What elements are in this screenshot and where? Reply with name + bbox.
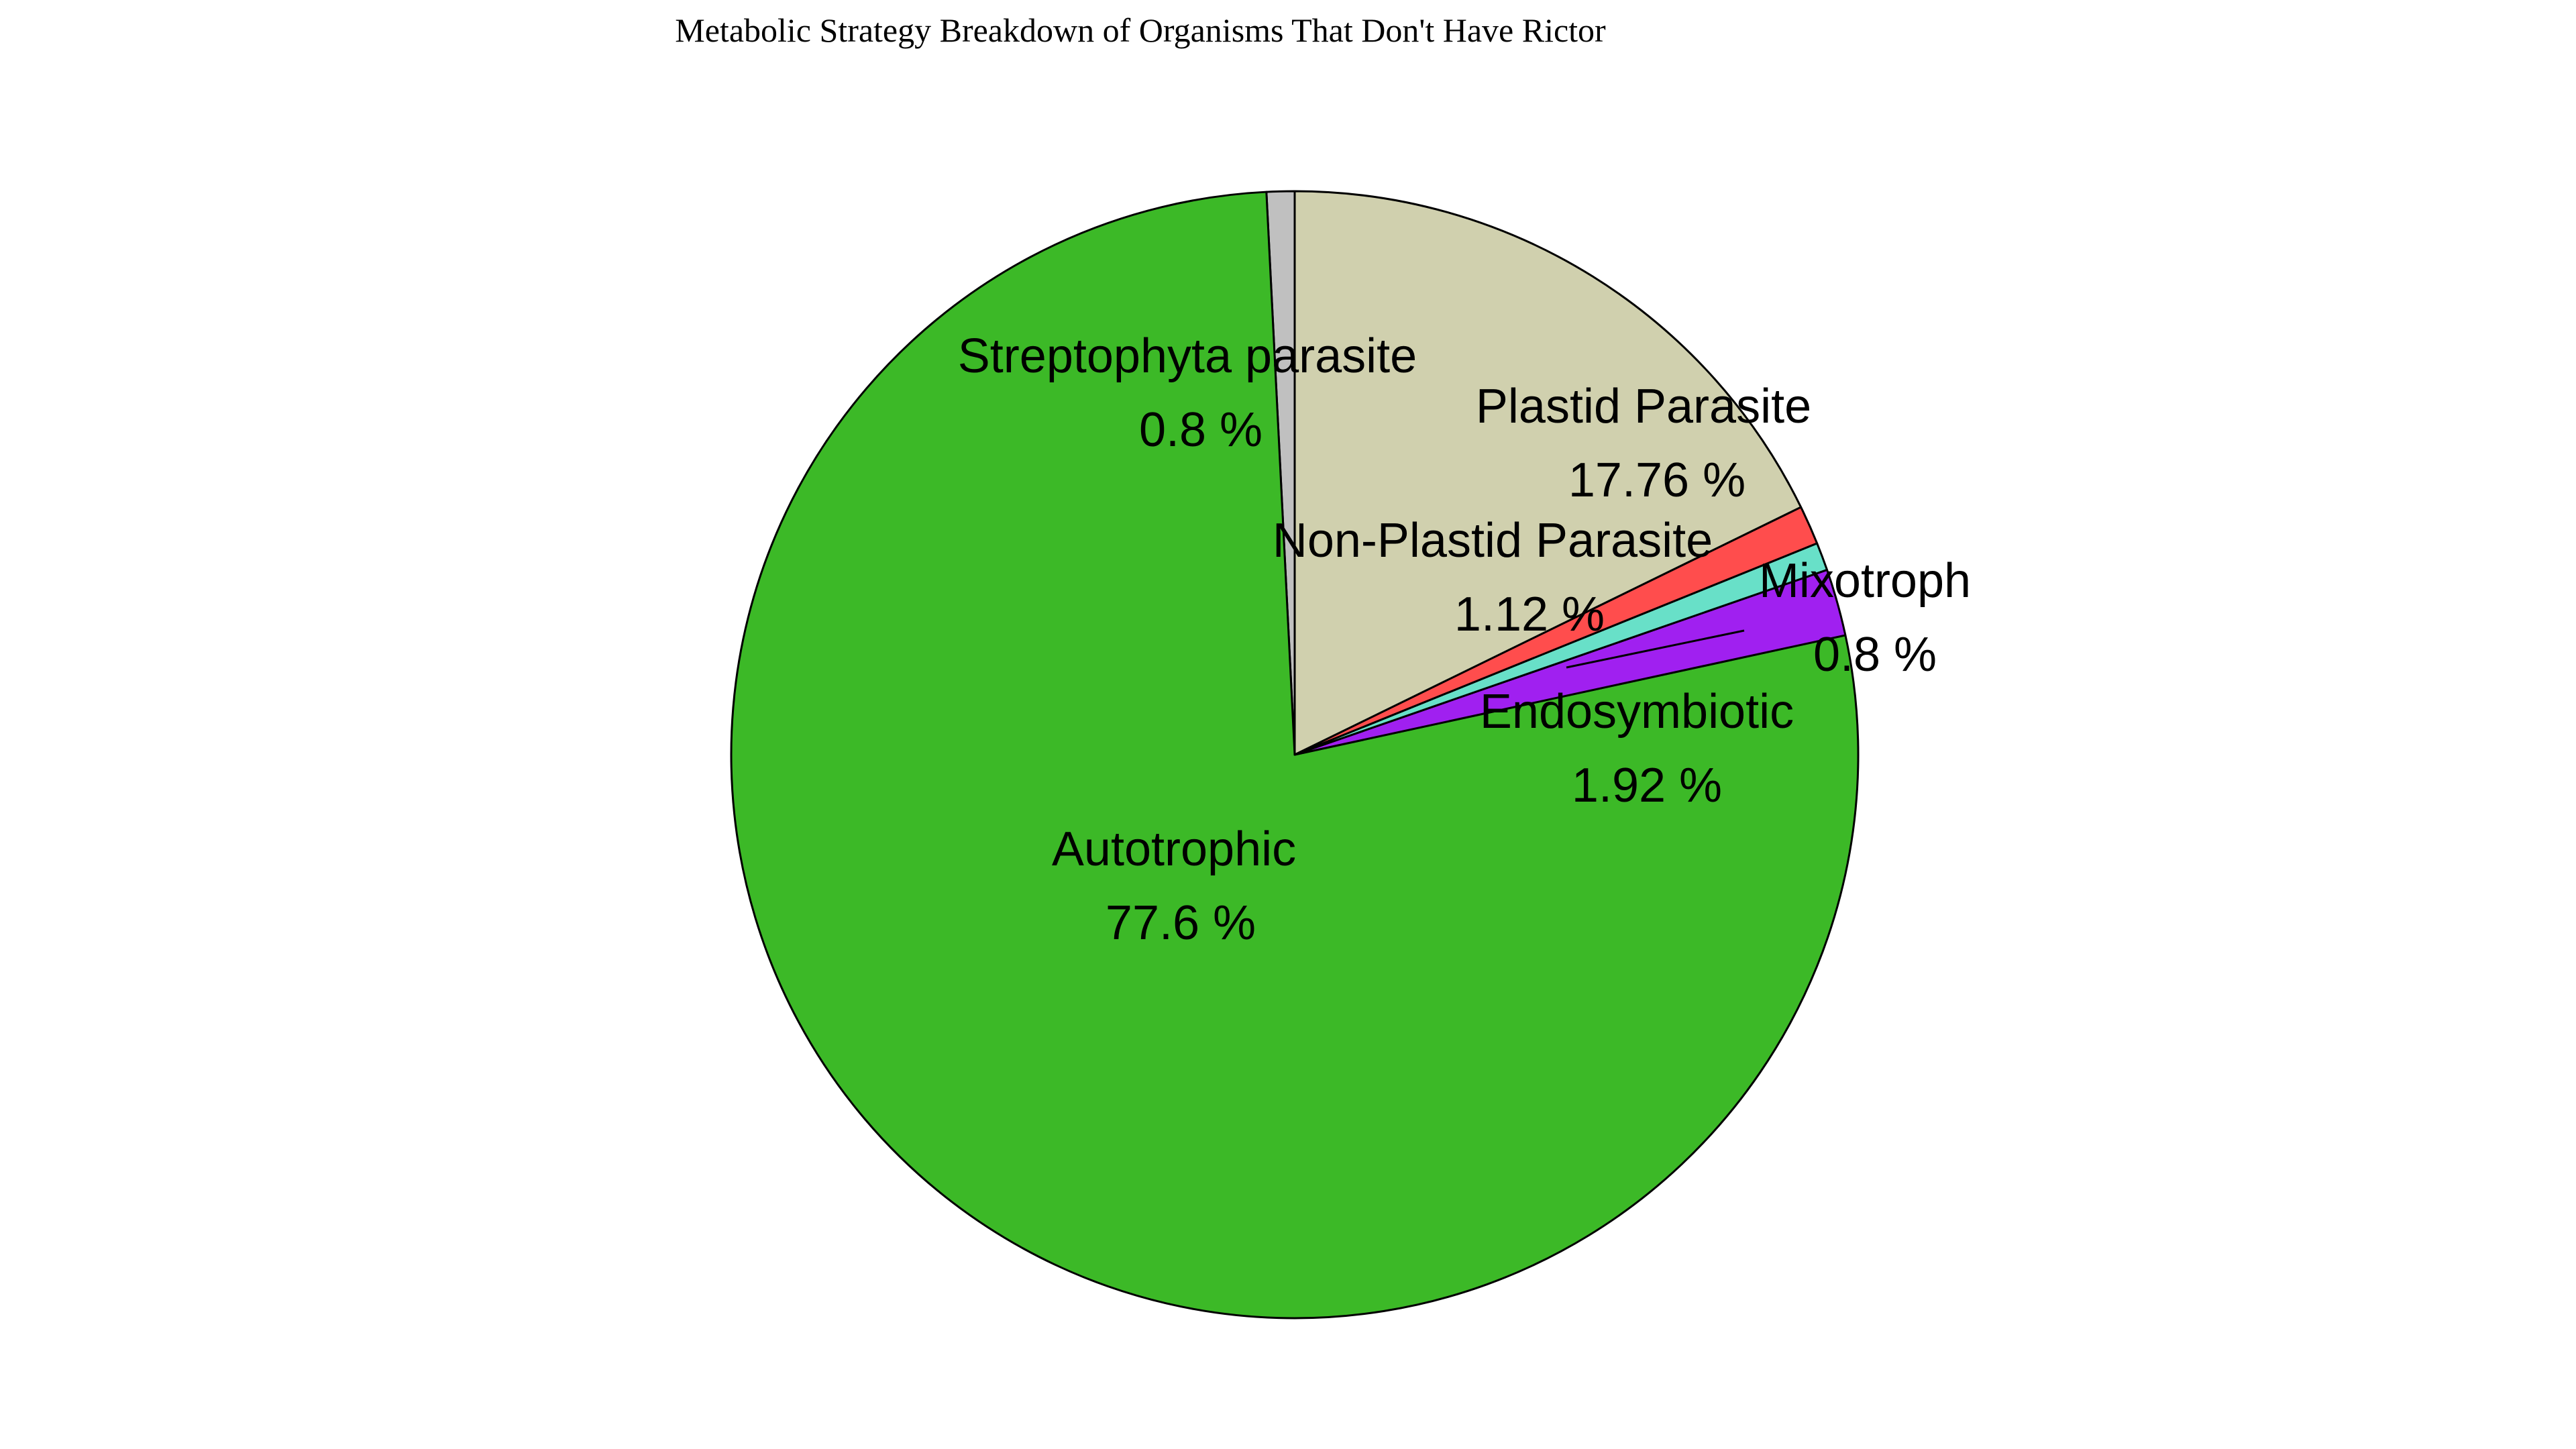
- pie-slices: [730, 190, 1860, 1320]
- slice-label-plastid-parasite: Plastid Parasite: [1476, 380, 1811, 433]
- chart-title: Metabolic Strategy Breakdown of Organism…: [675, 11, 1606, 49]
- slice-percent-mixotroph: 0.8 %: [1813, 628, 1937, 682]
- slice-percent-non-plastid-parasite: 1.12 %: [1454, 588, 1605, 641]
- label-leader-lines: [1566, 629, 1745, 669]
- slice-percent-autotrophic: 77.6 %: [1106, 896, 1256, 950]
- slice-label-endosymbiotic: Endosymbiotic: [1480, 685, 1794, 739]
- slice-label-autotrophic: Autotrophic: [1052, 822, 1296, 876]
- slice-percent-streptophyta-parasite: 0.8 %: [1139, 403, 1263, 457]
- slice-percent-plastid-parasite: 17.76 %: [1568, 453, 1746, 507]
- slice-label-non-plastid-parasite: Non-Plastid Parasite: [1273, 514, 1713, 568]
- leader-line: [1566, 629, 1745, 669]
- pie-slice-plastid-parasite: [1293, 190, 1803, 756]
- slice-labels: Streptophyta parasite 0.8 % Autotrophic 77.…: [958, 329, 1971, 950]
- slice-percent-endosymbiotic: 1.92 %: [1572, 759, 1722, 812]
- slice-label-mixotroph: Mixotroph: [1759, 554, 1971, 608]
- slice-label-streptophyta-parasite: Streptophyta parasite: [958, 329, 1417, 383]
